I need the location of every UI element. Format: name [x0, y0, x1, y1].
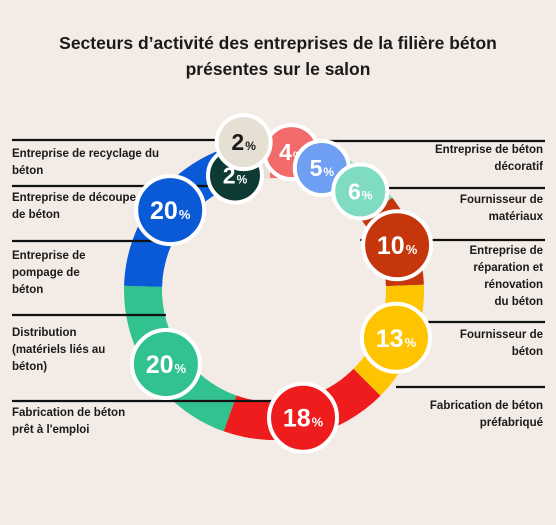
- slice-label-line: Fabrication de béton: [12, 407, 125, 419]
- chart-title-line-2: présentes sur le salon: [185, 59, 371, 79]
- slice-label-line: béton: [512, 346, 543, 358]
- chart-title: Secteurs d’activité des entreprises de l…: [0, 30, 556, 82]
- value-label: 20%: [146, 351, 187, 379]
- value-number: 20: [146, 351, 174, 379]
- slice-label-line: Entreprise de: [470, 245, 544, 257]
- value-number: 10: [377, 232, 405, 260]
- slice-label-line: prêt à l'emploi: [12, 424, 90, 436]
- slice-label: Distribution (matériels liés au béton): [12, 327, 105, 373]
- value-unit: %: [175, 361, 187, 376]
- value-marker: 20%: [134, 174, 207, 247]
- value-circle: [129, 328, 202, 401]
- value-unit: %: [406, 242, 418, 257]
- value-unit: %: [179, 207, 191, 222]
- value-unit: %: [245, 139, 256, 153]
- value-number: 6: [348, 178, 361, 204]
- slice-label-line: préfabriqué: [480, 417, 543, 429]
- value-marker: 20%: [129, 328, 202, 401]
- slice-label-line: Entreprise de béton: [435, 144, 543, 156]
- value-number: 18: [283, 405, 311, 433]
- slice-label: Fabrication de béton prêt à l'emploi: [12, 407, 125, 436]
- value-label: 6%: [348, 178, 373, 204]
- value-number: 2: [231, 129, 244, 155]
- slice-label-line: béton: [12, 165, 43, 177]
- slice-label-line: Distribution: [12, 327, 77, 339]
- slice-label-line: rénovation: [484, 279, 543, 291]
- value-label: 20%: [150, 197, 191, 225]
- leader-lines: [12, 138, 545, 403]
- value-circle: [134, 174, 207, 247]
- slice-label: Fabrication de béton préfabriqué: [430, 400, 543, 429]
- slice-label-line: béton: [12, 284, 43, 296]
- value-label: 13%: [376, 325, 417, 353]
- value-label: 10%: [377, 232, 418, 260]
- value-unit: %: [405, 335, 417, 350]
- value-label: 18%: [283, 405, 324, 433]
- value-unit: %: [362, 188, 373, 202]
- value-marker: 2%: [214, 113, 273, 172]
- value-unit: %: [323, 165, 334, 179]
- value-marker: 18%: [267, 381, 340, 454]
- slice-label-line: Entreprise de recyclage du: [12, 148, 159, 160]
- slice-label-line: Entreprise de découpe: [12, 192, 136, 204]
- value-circle: [214, 113, 273, 172]
- slice-label-line: pompage de: [12, 267, 80, 279]
- slice-label: Entreprise de réparation et rénovation du b…: [470, 245, 544, 308]
- chart-title-line-1: Secteurs d’activité des entreprises de l…: [59, 33, 497, 53]
- slice-label-line: béton): [12, 361, 47, 373]
- slice-label-line: Fournisseur de: [460, 329, 543, 341]
- value-marker: 6%: [331, 162, 390, 221]
- slice-label: Entreprise de recyclage du béton: [12, 148, 159, 177]
- value-label: 2%: [223, 162, 248, 188]
- slice-label-line: réparation et: [473, 262, 543, 274]
- value-number: 5: [310, 155, 323, 181]
- value-marker: 13%: [359, 301, 432, 374]
- value-circle: [331, 162, 390, 221]
- value-label: 5%: [310, 155, 335, 181]
- slice-label: Entreprise de béton décoratif: [435, 144, 543, 173]
- value-marker: 10%: [361, 209, 434, 282]
- slice-label: Fournisseur de matériaux: [460, 194, 544, 223]
- value-number: 20: [150, 197, 178, 225]
- slice-label-line: matériaux: [489, 211, 544, 223]
- slice-label: Fournisseur de béton: [460, 329, 543, 358]
- value-circle: [361, 209, 434, 282]
- slice-label-line: Fabrication de béton: [430, 400, 543, 412]
- value-circle: [267, 381, 340, 454]
- value-number: 13: [376, 325, 404, 353]
- slice-label-line: Entreprise de: [12, 250, 86, 262]
- value-number: 4: [279, 139, 292, 165]
- slice-label-line: de béton: [12, 209, 60, 221]
- value-unit: %: [237, 172, 248, 186]
- slice-label: Entreprise de pompage de béton: [12, 250, 86, 296]
- slice-label-line: (matériels liés au: [12, 344, 105, 356]
- value-circle: [359, 301, 432, 374]
- value-number: 2: [223, 162, 236, 188]
- value-label: 2%: [231, 129, 256, 155]
- slice-labels: Entreprise de béton décoratif Fournisseur …: [12, 144, 544, 436]
- slice-label-line: Fournisseur de: [460, 194, 543, 206]
- value-unit: %: [312, 415, 324, 430]
- slice-label-line: décoratif: [494, 161, 543, 173]
- value-markers: 4%5%6%10%13%18%20%20%2%2%: [129, 113, 434, 454]
- slice-label-line: du béton: [494, 296, 543, 308]
- slice-label: Entreprise de découpe de béton: [12, 192, 136, 221]
